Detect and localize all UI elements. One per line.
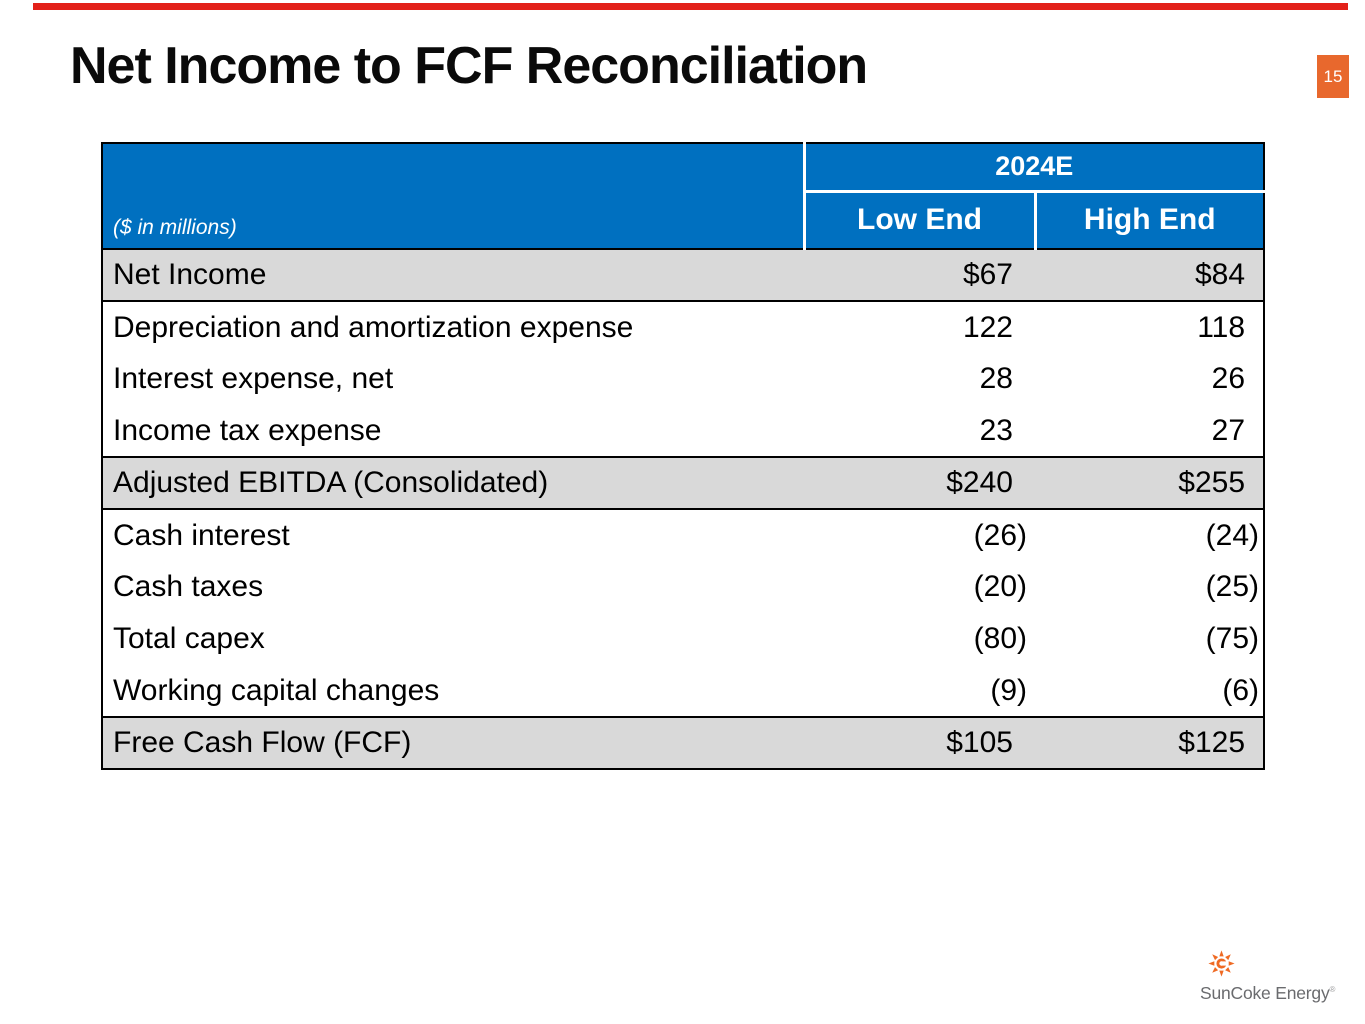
table-header-row-year: ($ in millions) 2024E	[102, 143, 1265, 249]
low-end-value: (20)	[973, 570, 1027, 603]
page-number-badge: 15	[1317, 55, 1349, 98]
table-row: Interest expense, net 28 26	[102, 353, 1264, 405]
table-row: Cash interest (26) (24)	[102, 509, 1264, 561]
column-header-low-end: Low End	[804, 191, 1037, 249]
table-row: Total capex (80) (75)	[102, 613, 1264, 665]
row-label: Adjusted EBITDA (Consolidated)	[102, 456, 804, 510]
row-label: Cash taxes	[113, 570, 264, 603]
table-row: Income tax expense 23 27	[102, 405, 1264, 457]
reconciliation-table: ($ in millions) 2024E Low End High End N…	[101, 142, 1266, 770]
high-end-value: 27	[1211, 413, 1246, 447]
registered-mark: ®	[1329, 985, 1336, 995]
high-end-value: (24)	[1205, 518, 1260, 552]
row-label: Income tax expense	[113, 413, 382, 447]
table-row: Adjusted EBITDA (Consolidated) $240 $255	[102, 456, 1265, 510]
low-end-value: 28	[979, 362, 1013, 395]
low-end-value: (80)	[973, 622, 1027, 655]
table-row: Free Cash Flow (FCF) $105 $125	[102, 716, 1265, 770]
high-end-value: $125	[1035, 716, 1265, 770]
low-end-value: $105	[804, 716, 1035, 770]
high-end-value: 118	[1197, 310, 1246, 344]
low-end-value: $240	[804, 456, 1035, 510]
low-end-value: $67	[804, 248, 1035, 302]
row-label: Working capital changes	[113, 673, 440, 707]
high-end-value: (25)	[1205, 570, 1260, 603]
row-label: Cash interest	[113, 518, 290, 552]
table-row: Depreciation and amortization expense 12…	[102, 301, 1264, 353]
row-label: Net Income	[102, 248, 804, 302]
row-label: Interest expense, net	[113, 362, 394, 395]
high-end-value: (6)	[1222, 673, 1260, 707]
low-end-value: (9)	[990, 673, 1027, 707]
page-number: 15	[1323, 66, 1343, 86]
table-row: Working capital changes (9) (6)	[102, 665, 1264, 717]
high-end-value: $84	[1035, 248, 1265, 302]
high-end-value: (75)	[1205, 622, 1260, 655]
table-row: Cash taxes (20) (25)	[102, 561, 1264, 613]
year-header: 2024E	[804, 143, 1265, 193]
low-end-value: 122	[962, 310, 1013, 344]
page-title: Net Income to FCF Reconciliation	[70, 37, 868, 95]
column-header-high-end: High End	[1083, 203, 1216, 237]
row-label: Total capex	[113, 622, 265, 655]
low-end-value: 23	[979, 413, 1013, 447]
row-label: Depreciation and amortization expense	[113, 310, 634, 344]
low-end-value: (26)	[973, 518, 1027, 552]
units-note: ($ in millions)	[102, 143, 806, 249]
logo-wordmark: SunCoke Energy®	[1200, 983, 1336, 1003]
high-end-value: 26	[1211, 362, 1246, 395]
company-logo: SunCoke Energy®	[1200, 950, 1350, 1004]
top-accent-bar	[33, 3, 1348, 10]
sunburst-icon	[1208, 950, 1350, 982]
table-row: Net Income $67 $84	[102, 248, 1265, 302]
row-label: Free Cash Flow (FCF)	[102, 716, 804, 770]
high-end-value: $255	[1035, 456, 1265, 510]
